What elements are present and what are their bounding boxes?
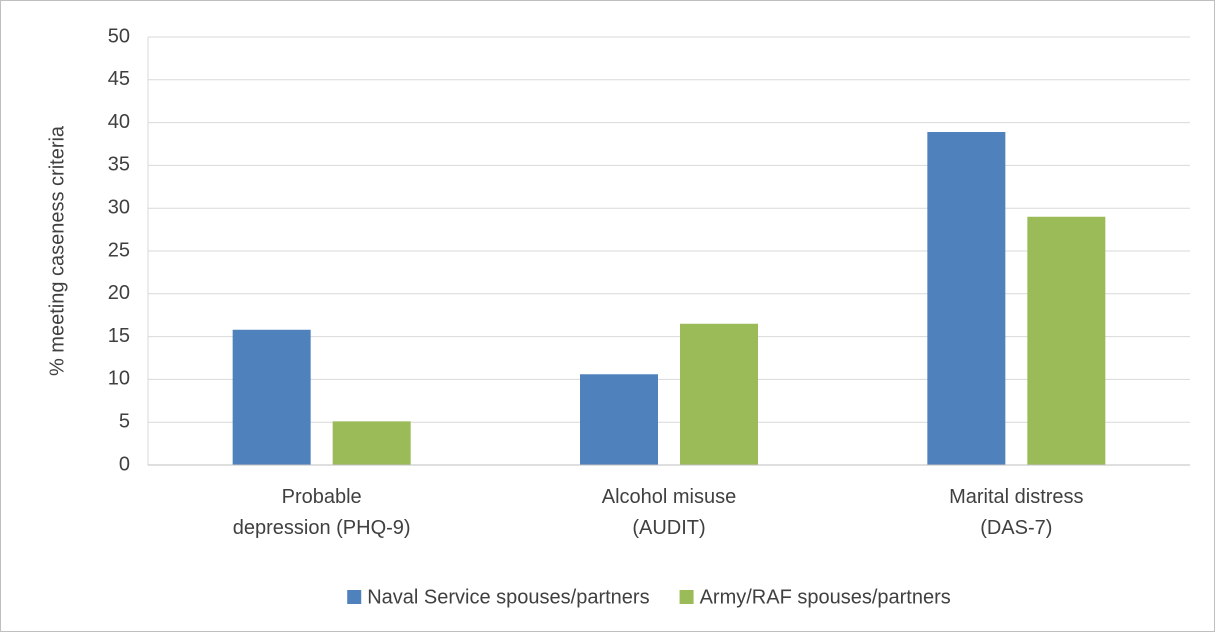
bar — [680, 323, 758, 465]
y-tick-label: 0 — [119, 453, 130, 475]
y-tick-label: 25 — [108, 239, 130, 261]
bar — [1027, 216, 1106, 465]
legend-swatch — [679, 590, 694, 604]
bar — [927, 132, 1006, 466]
y-tick-label: 15 — [108, 325, 130, 347]
y-tick-label: 5 — [119, 410, 130, 432]
y-tick-label: 10 — [108, 368, 130, 390]
x-tick-label: Marital distress (DAS-7) — [949, 486, 1083, 539]
bar — [232, 329, 311, 465]
y-tick-label: 40 — [108, 111, 130, 133]
y-tick-label: 30 — [108, 196, 130, 218]
legend-label: Army/RAF spouses/partners — [700, 586, 951, 608]
y-tick-label: 45 — [108, 68, 130, 90]
x-tick-label: Probable depression (PHQ-9) — [233, 486, 411, 539]
bar — [580, 374, 658, 465]
y-tick-label: 35 — [108, 154, 130, 176]
y-tick-label: 20 — [108, 282, 130, 304]
bar — [332, 421, 411, 465]
x-tick-label: Alcohol misuse (AUDIT) — [602, 486, 737, 539]
y-axis-label: % meeting caseness criteria — [46, 125, 68, 376]
legend-swatch — [347, 590, 362, 604]
legend-label: Naval Service spouses/partners — [367, 586, 649, 608]
y-tick-label: 50 — [108, 25, 130, 47]
